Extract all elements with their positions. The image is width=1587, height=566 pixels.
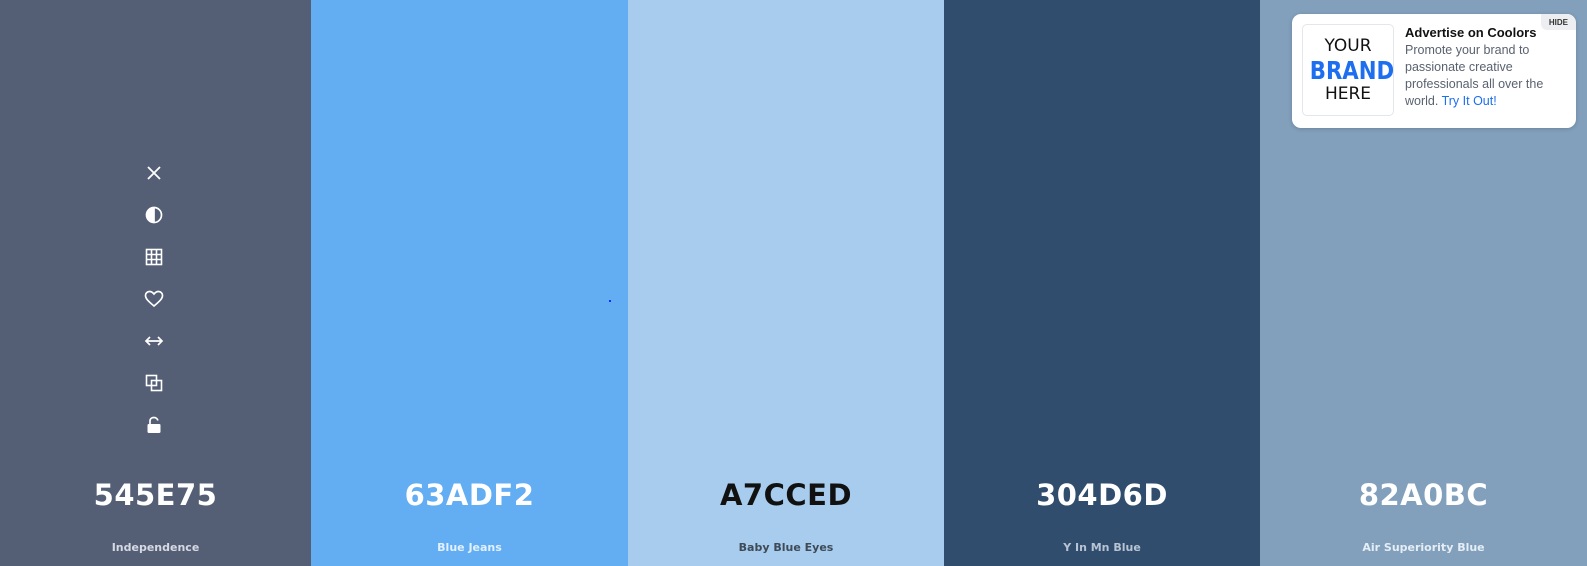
heart-icon[interactable] [141, 286, 167, 312]
hex-code[interactable]: 304D6D [1036, 478, 1168, 512]
unlock-icon[interactable] [141, 412, 167, 438]
drag-arrows-icon[interactable] [141, 328, 167, 354]
copy-icon[interactable] [141, 370, 167, 396]
close-icon[interactable] [141, 160, 167, 186]
try-it-out-link[interactable]: Try It Out! [1441, 94, 1497, 108]
color-name[interactable]: Air Superiority Blue [1362, 541, 1485, 554]
ad-body-text: Promote your brand to passionate creativ… [1405, 43, 1544, 108]
hex-code[interactable]: 82A0BC [1358, 478, 1489, 512]
contrast-icon[interactable] [141, 202, 167, 228]
swatch-toolbar [141, 160, 167, 454]
hex-code[interactable]: 545E75 [93, 478, 218, 512]
ad-body: Promote your brand to passionate creativ… [1405, 42, 1563, 110]
grid-icon[interactable] [141, 244, 167, 270]
logo-line-3: HERE [1324, 84, 1372, 104]
ad-card[interactable]: YOUR BRAND HERE Advertise on Coolors Pro… [1292, 14, 1576, 128]
logo-line-1: YOUR [1324, 36, 1372, 56]
hex-code[interactable]: A7CCED [719, 478, 853, 512]
cursor-dot [609, 300, 611, 302]
swatch-y-in-mn-blue[interactable]: 304D6D Y In Mn Blue [944, 0, 1260, 566]
brand-logo-placeholder: YOUR BRAND HERE [1302, 24, 1394, 116]
swatch-baby-blue-eyes[interactable]: A7CCED Baby Blue Eyes [628, 0, 944, 566]
color-name[interactable]: Baby Blue Eyes [738, 541, 834, 554]
ad-title: Advertise on Coolors [1405, 25, 1537, 40]
color-name[interactable]: Blue Jeans [437, 541, 502, 554]
hide-ad-button[interactable]: HIDE [1540, 14, 1576, 30]
color-name[interactable]: Y In Mn Blue [1063, 541, 1141, 554]
logo-line-2: BRAND [1309, 56, 1395, 85]
hex-code[interactable]: 63ADF2 [404, 478, 535, 512]
color-name[interactable]: Independence [111, 541, 200, 554]
swatch-blue-jeans[interactable]: 63ADF2 Blue Jeans [311, 0, 628, 566]
swatch-independence[interactable]: 545E75 Independence [0, 0, 311, 566]
